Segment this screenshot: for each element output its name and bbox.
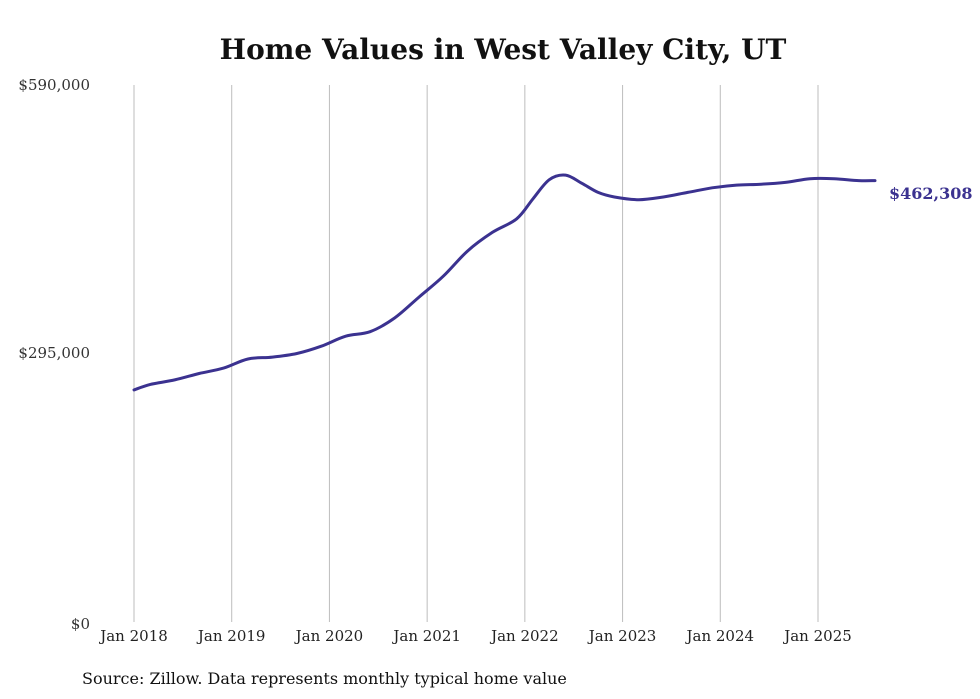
x-tick-label: Jan 2020 [294, 627, 364, 645]
x-tick-label: Jan 2023 [587, 627, 657, 645]
x-tick-label: Jan 2025 [782, 627, 852, 645]
x-tick-label: Jan 2019 [196, 627, 266, 645]
x-tick-label: Jan 2024 [685, 627, 755, 645]
x-tick-label: Jan 2018 [98, 627, 168, 645]
home-value-line [132, 173, 877, 392]
series-lines [132, 173, 877, 392]
chart-title: Home Values in West Valley City, UT [220, 33, 787, 66]
y-tick-label-bottom: $0 [71, 615, 90, 633]
vertical-gridlines [133, 85, 819, 622]
last-value-label: $462,308 [889, 184, 973, 203]
y-tick-label-top: $590,000 [18, 76, 90, 94]
source-note: Source: Zillow. Data represents monthly … [82, 669, 567, 688]
x-axis-tick-labels: Jan 2018 Jan 2019 Jan 2020 Jan 2021 Jan 2022… [98, 627, 852, 645]
x-tick-label: Jan 2022 [489, 627, 559, 645]
x-tick-label: Jan 2021 [391, 627, 461, 645]
y-tick-label-middle: $295,000 [18, 344, 90, 362]
